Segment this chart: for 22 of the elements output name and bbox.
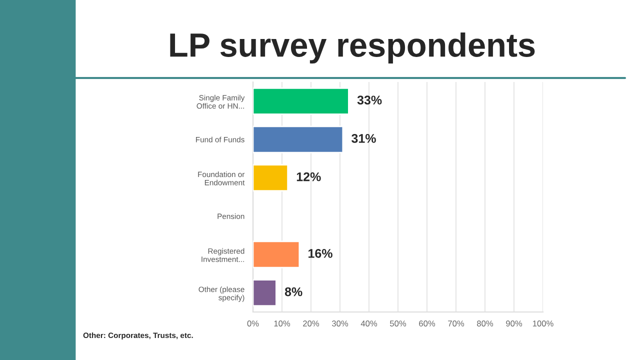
x-tick-label: 30% xyxy=(332,320,348,326)
data-label: 12% xyxy=(296,172,321,182)
x-tick-label: 70% xyxy=(448,320,464,326)
x-tick-label: 100% xyxy=(532,320,554,326)
x-tick-label: 10% xyxy=(274,320,290,326)
data-label: 8% xyxy=(284,287,302,296)
bar xyxy=(253,240,300,268)
chart-title: LP survey respondents xyxy=(170,32,535,64)
bar xyxy=(253,126,344,154)
x-tick-label: 60% xyxy=(419,320,436,326)
bar xyxy=(253,87,350,115)
bar xyxy=(253,164,288,192)
x-tick-label: 90% xyxy=(506,320,522,326)
x-tick-label: 20% xyxy=(303,320,320,326)
data-label: 33% xyxy=(357,96,382,105)
x-tick-label: 40% xyxy=(360,320,378,326)
data-label: 31% xyxy=(352,134,376,143)
x-tick-label: 80% xyxy=(477,320,494,326)
bar xyxy=(253,279,277,307)
x-tick-label: 50% xyxy=(390,320,406,326)
x-tick-label: 0% xyxy=(247,320,259,326)
data-label: 16% xyxy=(308,249,332,258)
